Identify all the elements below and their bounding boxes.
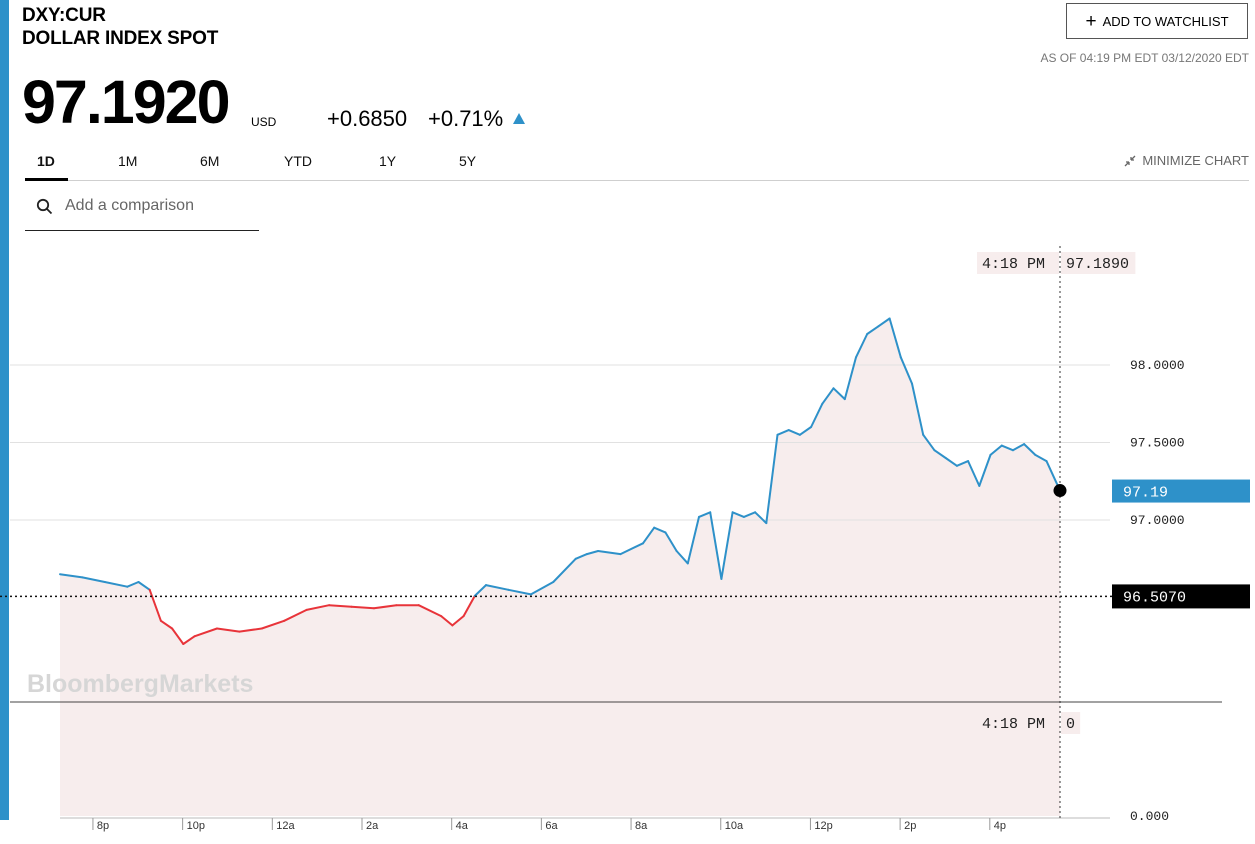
volume-tick-label: 0.000 [1130,809,1169,824]
crosshair-volume-label: 0 [1066,716,1075,733]
y-tick-label: 98.0000 [1130,358,1185,373]
crosshair-time-label: 4:18 PM [982,256,1045,273]
last-value-label: 97.19 [1123,485,1168,502]
crosshair-volume-time-label: 4:18 PM [982,716,1045,733]
x-tick-label: 10p [187,820,205,832]
crosshair-price-label: 97.1890 [1066,256,1129,273]
x-tick-label: 4p [994,820,1006,832]
price-area-fill [60,319,1060,817]
previous-close-label: 96.5070 [1123,589,1186,606]
x-tick-label: 2a [366,820,379,832]
y-tick-label: 97.0000 [1130,513,1185,528]
watermark: BloombergMarkets [27,670,253,698]
x-tick-label: 12p [814,820,832,832]
x-tick-label: 6a [545,820,558,832]
x-tick-label: 8p [97,820,109,832]
crosshair-dot [1054,484,1067,497]
x-tick-label: 12a [276,820,295,832]
x-tick-label: 4a [456,820,469,832]
y-tick-label: 97.5000 [1130,436,1185,451]
x-tick-label: 8a [635,820,648,832]
x-tick-label: 10a [725,820,744,832]
x-tick-label: 2p [904,820,916,832]
